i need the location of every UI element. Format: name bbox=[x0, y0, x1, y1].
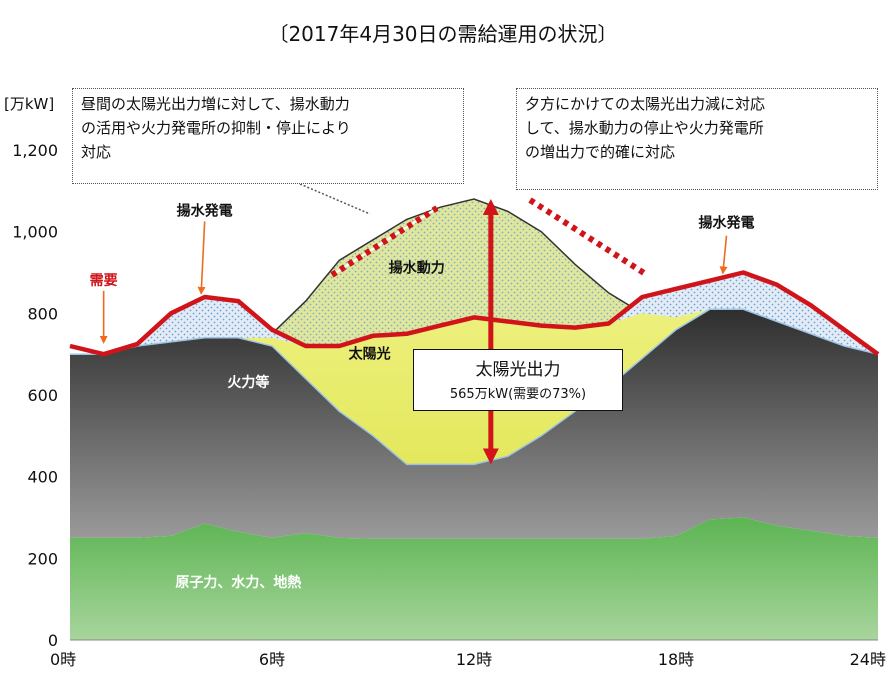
note-right-line: 夕方にかけての太陽光出力減に対応 bbox=[525, 95, 766, 113]
area-label: 揚水発電 bbox=[177, 202, 233, 219]
solar-output-value: 565万kW(需要の73%) bbox=[449, 387, 587, 402]
area-label: 太陽光 bbox=[349, 345, 391, 362]
area-label: 原子力、水力、地熱 bbox=[175, 574, 301, 591]
y-tick-label: 400 bbox=[27, 468, 58, 487]
x-tick-label: 12時 bbox=[456, 650, 492, 669]
pumped-gen-pointer-right bbox=[719, 235, 728, 275]
area-thermal bbox=[70, 309, 878, 539]
x-tick-label: 24時 bbox=[850, 650, 886, 669]
note-left: 昼間の太陽光出力増に対して、揚水動力 の活用や火力発電所の抑制・停止により 対応 bbox=[72, 88, 464, 184]
pumped-gen-pointer-left bbox=[197, 221, 206, 295]
note-left-line: 対応 bbox=[81, 143, 112, 161]
x-tick-label: 18時 bbox=[658, 650, 694, 669]
area-label: 火力等 bbox=[227, 374, 269, 391]
note-left-line: の活用や火力発電所の抑制・停止により bbox=[81, 119, 351, 137]
pumping-decrease-indicator bbox=[528, 197, 646, 276]
area-label: 揚水動力 bbox=[389, 260, 445, 277]
note-left-pointer bbox=[299, 183, 371, 215]
area-label: 需要 bbox=[90, 272, 118, 289]
y-tick-label: 200 bbox=[27, 549, 58, 568]
y-tick-label: 800 bbox=[27, 304, 58, 323]
y-tick-label: 0 bbox=[48, 631, 58, 650]
y-tick-label: 1,000 bbox=[12, 223, 58, 242]
line-demand bbox=[69, 270, 880, 357]
y-axis-title: [万kW] bbox=[4, 95, 54, 113]
area-baseload bbox=[70, 517, 878, 640]
note-left-line: 昼間の太陽光出力増に対して、揚水動力 bbox=[81, 95, 350, 113]
line-thermal-top bbox=[70, 308, 879, 466]
y-tick-label: 1,200 bbox=[12, 141, 58, 160]
x-tick-label: 6時 bbox=[259, 650, 285, 669]
pumping-increase-indicator bbox=[330, 205, 439, 278]
chart-title: 〔2017年4月30日の需給運用の状況〕 bbox=[268, 22, 618, 46]
solar-output-title: 太陽光出力 bbox=[475, 360, 561, 380]
x-tick-label: 0時 bbox=[50, 650, 76, 669]
note-right-line: の増出力で的確に対応 bbox=[525, 143, 676, 161]
note-right-line: して、揚水動力の停止や火力発電所 bbox=[525, 119, 764, 137]
note-right: 夕方にかけての太陽光出力減に対応 して、揚水動力の停止や火力発電所 の増出力で的… bbox=[516, 88, 878, 190]
y-tick-label: 600 bbox=[27, 386, 58, 405]
solar-output-callout: 太陽光出力 565万kW(需要の73%) bbox=[413, 349, 623, 411]
area-label: 揚水発電 bbox=[699, 215, 755, 232]
